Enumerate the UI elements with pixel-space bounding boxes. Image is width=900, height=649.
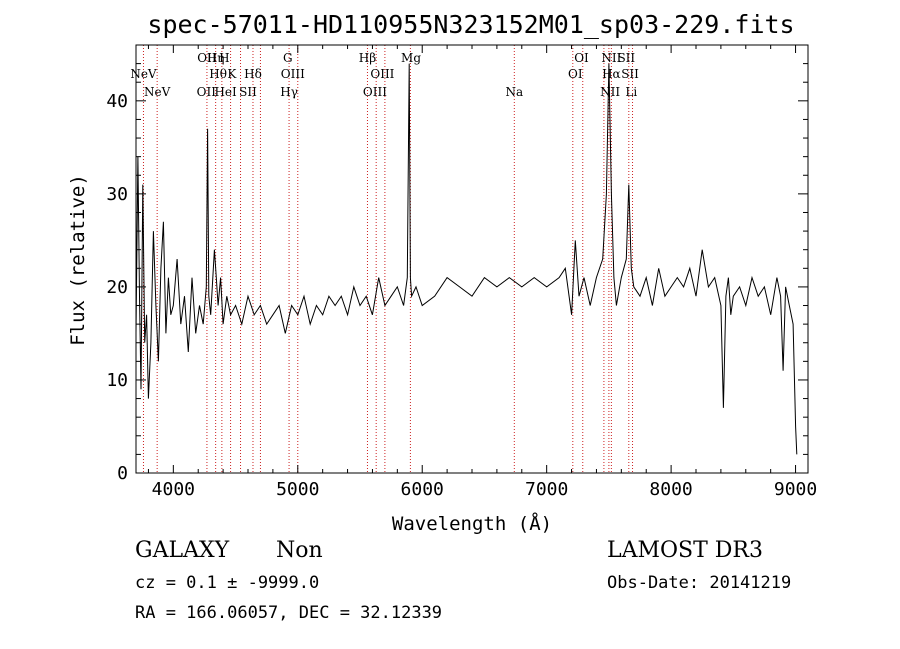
marker-label-17: Mg	[401, 51, 421, 65]
observation-date: Obs-Date: 20141219	[607, 573, 792, 593]
marker-label-13: Hγ	[280, 85, 298, 99]
spectrum-line	[135, 63, 798, 455]
y-axis-ticks: 0 10 20 30 40	[106, 63, 808, 484]
y-axis-label: Flux (relative)	[67, 174, 89, 346]
coordinates-text: RA = 166.06057, DEC = 32.12339	[135, 603, 443, 623]
object-class-value: GALAXY	[135, 538, 230, 563]
object-subclass-value: Non	[276, 538, 323, 563]
marker-label-6: Hθ	[209, 67, 227, 81]
marker-label-14: Hβ	[359, 51, 376, 65]
marker-label-0: NeV	[130, 67, 157, 81]
y-tick-label-0: 0	[117, 463, 128, 484]
chart-title: spec-57011-HD110955N323152M01_sp03-229.f…	[147, 10, 794, 39]
object-class: GALAXY	[135, 538, 229, 563]
marker-label-26: Li	[625, 85, 637, 99]
marker-label-15: OIII	[370, 67, 394, 81]
marker-label-20: OI	[568, 67, 583, 81]
marker-label-16: OIII	[363, 85, 387, 99]
marker-label-12: OIII	[281, 67, 305, 81]
marker-label-10: SII	[239, 85, 257, 99]
marker-label-18: Na	[505, 85, 523, 99]
x-axis-label: Wavelength (Å)	[392, 512, 552, 535]
marker-label-9: HeI	[214, 85, 237, 99]
x-tick-label-5000: 5000	[276, 479, 319, 500]
x-tick-label-8000: 8000	[649, 479, 692, 500]
survey-name: LAMOST DR3	[607, 538, 763, 563]
x-tick-label-7000: 7000	[525, 479, 568, 500]
marker-label-21: NII	[601, 51, 621, 65]
y-tick-label-40: 40	[106, 91, 128, 112]
marker-label-23: Hα	[602, 67, 621, 81]
marker-label-7: Hδ	[244, 67, 262, 81]
marker-label-2: OII	[197, 51, 217, 65]
marker-label-25: NII	[600, 85, 620, 99]
marker-label-11: G	[283, 51, 293, 65]
y-tick-label-10: 10	[106, 370, 128, 391]
x-tick-label-9000: 9000	[774, 479, 817, 500]
x-axis-ticks: 4000 5000 6000 7000 8000 9000	[147, 45, 817, 500]
marker-label-1: NeV	[144, 85, 171, 99]
x-tick-label-6000: 6000	[401, 479, 444, 500]
marker-label-8: OII	[197, 85, 217, 99]
marker-label-19: OI	[574, 51, 589, 65]
marker-label-22: SII	[617, 51, 635, 65]
marker-label-24: SII	[621, 67, 639, 81]
marker-label-5: K	[227, 67, 237, 81]
plot-frame	[135, 44, 809, 474]
y-tick-label-30: 30	[106, 184, 128, 205]
emission-line-markers	[142, 45, 634, 473]
marker-label-3: Hη	[207, 51, 225, 65]
redshift-text: cz = 0.1 ± -9999.0	[135, 573, 320, 593]
marker-label-4: H	[219, 51, 229, 65]
object-subclass: Non	[276, 538, 323, 563]
y-tick-label-20: 20	[106, 277, 128, 298]
x-tick-label-4000: 4000	[152, 479, 195, 500]
